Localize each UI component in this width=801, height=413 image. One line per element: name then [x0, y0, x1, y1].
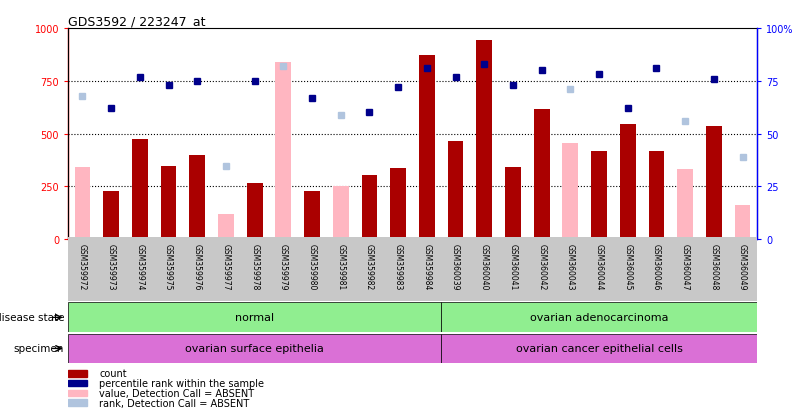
Bar [706, 127, 722, 240]
Bar [304, 191, 320, 240]
Text: GSM360049: GSM360049 [738, 244, 747, 290]
Text: GSM359980: GSM359980 [308, 244, 316, 290]
Bar [68, 380, 87, 387]
Text: GSM360040: GSM360040 [480, 244, 489, 290]
Bar [74, 168, 91, 240]
Text: rank, Detection Call = ABSENT: rank, Detection Call = ABSENT [99, 398, 249, 408]
Bar [533, 110, 549, 240]
Bar [68, 303, 441, 332]
Text: GSM360048: GSM360048 [710, 244, 718, 290]
Bar [132, 140, 147, 240]
Bar [218, 214, 234, 240]
Bar [620, 125, 636, 240]
Bar [68, 370, 87, 377]
Text: GSM359982: GSM359982 [365, 244, 374, 290]
Bar [441, 334, 757, 363]
Bar [419, 56, 435, 240]
Bar [390, 169, 406, 240]
Text: count: count [99, 368, 127, 379]
Bar [477, 40, 492, 240]
Bar [678, 170, 693, 240]
Bar [68, 334, 441, 363]
Text: disease state: disease state [0, 313, 64, 323]
Text: GSM360046: GSM360046 [652, 244, 661, 290]
Text: GSM359983: GSM359983 [393, 244, 403, 290]
Bar [361, 175, 377, 240]
Bar [333, 187, 348, 240]
Text: GSM360044: GSM360044 [594, 244, 604, 290]
Bar [562, 144, 578, 240]
Bar [103, 191, 119, 240]
Bar [591, 152, 607, 240]
Text: value, Detection Call = ABSENT: value, Detection Call = ABSENT [99, 388, 254, 398]
Bar [505, 168, 521, 240]
Bar [189, 155, 205, 240]
Text: ovarian surface epithelia: ovarian surface epithelia [185, 344, 324, 354]
Bar [247, 184, 263, 240]
Text: GSM360045: GSM360045 [623, 244, 632, 290]
Text: GSM360039: GSM360039 [451, 244, 460, 290]
Text: GSM360047: GSM360047 [681, 244, 690, 290]
Text: GSM359984: GSM359984 [422, 244, 432, 290]
Text: GSM359975: GSM359975 [164, 244, 173, 290]
Bar [276, 63, 292, 240]
Text: GSM360043: GSM360043 [566, 244, 575, 290]
Text: GSM359972: GSM359972 [78, 244, 87, 290]
Text: ovarian adenocarcinoma: ovarian adenocarcinoma [529, 313, 668, 323]
Bar [649, 152, 664, 240]
Text: percentile rank within the sample: percentile rank within the sample [99, 378, 264, 388]
Text: GSM359981: GSM359981 [336, 244, 345, 290]
Text: GSM359976: GSM359976 [193, 244, 202, 290]
Text: GSM359973: GSM359973 [107, 244, 115, 290]
Text: normal: normal [235, 313, 274, 323]
Text: GSM360041: GSM360041 [509, 244, 517, 290]
Text: ovarian cancer epithelial cells: ovarian cancer epithelial cells [516, 344, 682, 354]
Text: specimen: specimen [14, 344, 64, 354]
Text: GSM360042: GSM360042 [537, 244, 546, 290]
Bar [735, 206, 751, 240]
Bar [161, 167, 176, 240]
Text: GSM359974: GSM359974 [135, 244, 144, 290]
Text: GSM359979: GSM359979 [279, 244, 288, 290]
Bar [448, 142, 464, 240]
Bar [68, 390, 87, 396]
Bar [68, 399, 87, 406]
Text: GDS3592 / 223247_at: GDS3592 / 223247_at [68, 15, 206, 28]
Text: GSM359978: GSM359978 [250, 244, 260, 290]
Bar [441, 303, 757, 332]
Text: GSM359977: GSM359977 [221, 244, 231, 290]
